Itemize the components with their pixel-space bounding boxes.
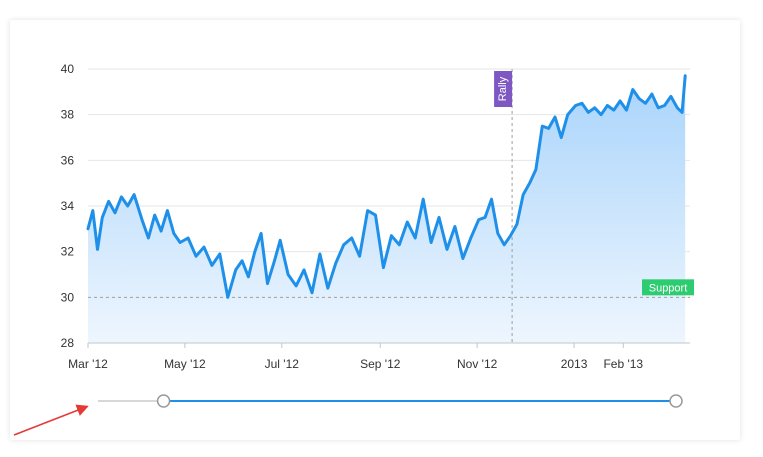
y-tick-label: 34 <box>61 199 75 213</box>
y-tick-label: 30 <box>61 290 75 304</box>
slider-end-handle-icon[interactable] <box>669 394 683 408</box>
rally-label: Rally <box>497 76 509 101</box>
rally-label-box <box>494 71 513 107</box>
x-tick-label: Sep '12 <box>360 357 401 371</box>
x-tick-label: Feb '13 <box>603 357 643 371</box>
x-tick-label: Jul '12 <box>265 357 300 371</box>
range-slider[interactable] <box>98 394 683 408</box>
series-area <box>88 75 686 344</box>
y-tick-label: 38 <box>61 108 75 122</box>
y-tick-label: 28 <box>61 336 75 350</box>
y-tick-label: 40 <box>61 62 75 76</box>
axis-layer: 28 30 32 34 36 38 40 Mar '12 May '12 Jul '12 Sep '… <box>61 62 690 371</box>
annotations-layer: Rally Support <box>88 69 694 343</box>
x-tick-label: Nov '12 <box>457 357 498 371</box>
support-label-box <box>642 279 694 296</box>
series-line <box>86 74 687 299</box>
x-tick-label: May '12 <box>164 357 206 371</box>
slider-start-handle-icon[interactable] <box>156 394 171 408</box>
pointer-arrow <box>13 404 89 436</box>
x-tick-label: Mar '12 <box>68 357 108 371</box>
area-fill-layer <box>88 75 686 344</box>
x-tick-label: 2013 <box>561 357 588 371</box>
series-line-layer <box>86 74 687 299</box>
support-label: Support <box>649 282 688 294</box>
y-tick-label: 36 <box>61 153 75 167</box>
y-tick-label: 32 <box>61 245 75 259</box>
